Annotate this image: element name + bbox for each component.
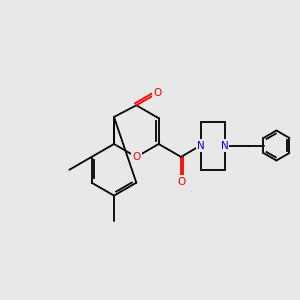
Text: N: N xyxy=(221,140,228,151)
Text: O: O xyxy=(132,152,140,162)
Text: N: N xyxy=(197,140,204,151)
Text: O: O xyxy=(154,88,162,98)
Text: O: O xyxy=(177,176,185,187)
